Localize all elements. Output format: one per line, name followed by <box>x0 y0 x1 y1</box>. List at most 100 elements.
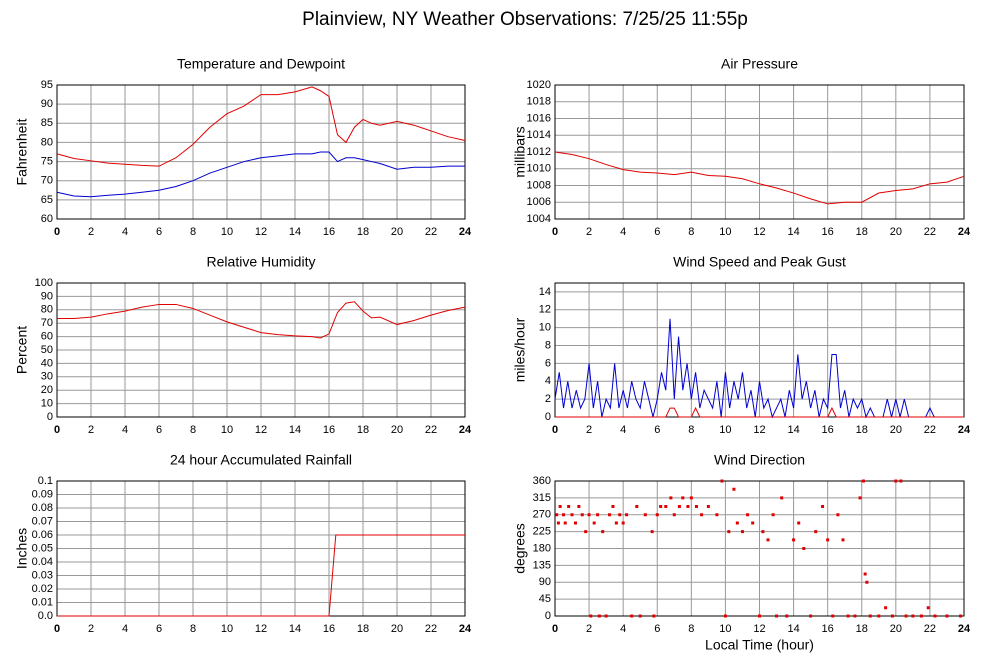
y-tick-label: 1006 <box>527 196 551 208</box>
x-tick-label: 22 <box>425 623 437 635</box>
data-line <box>57 534 465 617</box>
y-tick-label: 8 <box>545 339 551 351</box>
y-tick-label: 0.05 <box>32 542 53 554</box>
data-point <box>809 614 813 618</box>
y-tick-label: 12 <box>539 304 551 316</box>
y-tick-label: 6 <box>545 357 551 369</box>
x-tick-label: 24 <box>459 424 472 436</box>
y-tick-label: 0.08 <box>32 502 53 514</box>
y-tick-label: 90 <box>539 576 551 588</box>
y-tick-label: 135 <box>533 559 551 571</box>
x-tick-label: 14 <box>289 623 301 635</box>
data-point <box>604 614 608 618</box>
x-tick-label: 2 <box>586 226 592 238</box>
y-axis-label: Inches <box>14 528 30 569</box>
x-tick-label: 10 <box>719 424 731 436</box>
data-point <box>890 614 894 618</box>
data-point <box>669 496 673 500</box>
panel-title: Relative Humidity <box>207 254 316 270</box>
x-tick-label: 22 <box>425 424 437 436</box>
data-point <box>608 513 612 517</box>
data-point <box>635 505 639 508</box>
data-line <box>56 151 465 198</box>
x-tick-label: 8 <box>688 226 694 238</box>
x-tick-label: 2 <box>586 623 592 635</box>
data-point <box>841 538 845 542</box>
x-tick-label: 6 <box>654 226 660 238</box>
y-tick-label: 225 <box>533 526 551 538</box>
data-point <box>761 530 765 534</box>
data-point <box>664 505 668 508</box>
y-tick-label: 2 <box>545 393 551 405</box>
data-point <box>621 521 625 525</box>
data-point <box>877 614 881 618</box>
x-tick-label: 14 <box>289 226 301 238</box>
data-point <box>740 530 744 534</box>
y-tick-label: 0.02 <box>32 583 53 595</box>
data-point <box>863 572 867 576</box>
x-tick-label: 20 <box>890 226 902 238</box>
data-line <box>554 318 964 419</box>
data-point <box>587 513 591 517</box>
data-point <box>919 614 923 618</box>
y-tick-label: 180 <box>533 542 551 554</box>
x-tick-label: 2 <box>88 226 94 238</box>
x-tick-label: 24 <box>459 226 472 238</box>
y-tick-label: 10 <box>41 398 53 410</box>
panel-title: 24 hour Accumulated Rainfall <box>170 452 352 468</box>
x-tick-label: 0 <box>54 424 60 436</box>
x-tick-label: 24 <box>958 424 971 436</box>
data-point <box>904 614 908 618</box>
x-tick-label: 2 <box>586 424 592 436</box>
x-tick-label: 18 <box>357 424 369 436</box>
x-tick-label: 20 <box>890 424 902 436</box>
y-tick-label: 50 <box>41 344 53 356</box>
x-tick-label: 8 <box>190 623 196 635</box>
x-tick-label: 10 <box>221 623 233 635</box>
data-point <box>732 487 736 491</box>
x-tick-label: 24 <box>459 623 472 635</box>
data-point <box>672 513 676 517</box>
y-tick-label: 1012 <box>527 146 551 158</box>
x-tick-label: 8 <box>688 424 694 436</box>
panel-title: Wind Speed and Peak Gust <box>673 254 846 270</box>
data-point <box>821 505 825 508</box>
x-tick-label: 10 <box>719 226 731 238</box>
y-tick-label: 20 <box>41 384 53 396</box>
x-tick-label: 16 <box>323 226 335 238</box>
data-point <box>681 496 685 500</box>
x-tick-label: 16 <box>323 623 335 635</box>
y-tick-label: 100 <box>35 277 53 289</box>
y-tick-label: 360 <box>533 475 551 487</box>
y-tick-label: 60 <box>41 331 53 343</box>
data-point <box>771 513 775 517</box>
x-tick-label: 0 <box>54 623 60 635</box>
x-tick-label: 6 <box>156 424 162 436</box>
x-tick-label: 0 <box>552 226 558 238</box>
y-tick-label: 0.04 <box>32 556 53 568</box>
x-tick-label: 16 <box>822 424 834 436</box>
x-tick-label: 6 <box>156 623 162 635</box>
x-tick-label: 8 <box>190 424 196 436</box>
data-point <box>836 513 840 517</box>
data-point <box>652 614 656 618</box>
data-point <box>945 614 949 618</box>
y-tick-label: 0.07 <box>32 515 53 527</box>
y-tick-label: 0 <box>47 411 53 423</box>
x-tick-label: 2 <box>88 424 94 436</box>
data-point <box>899 479 903 483</box>
data-point <box>926 606 930 610</box>
panel-title: Air Pressure <box>721 56 798 72</box>
data-point <box>751 521 755 525</box>
data-point <box>959 614 963 618</box>
y-tick-label: 0.09 <box>32 488 53 500</box>
x-tick-label: 24 <box>958 226 971 238</box>
data-point <box>797 521 801 525</box>
x-tick-label: 8 <box>190 226 196 238</box>
x-tick-label: 18 <box>856 623 868 635</box>
plot-frame <box>56 282 466 418</box>
data-point <box>858 496 862 500</box>
y-tick-label: 4 <box>545 375 551 387</box>
data-point <box>894 479 898 483</box>
x-tick-label: 14 <box>787 424 799 436</box>
